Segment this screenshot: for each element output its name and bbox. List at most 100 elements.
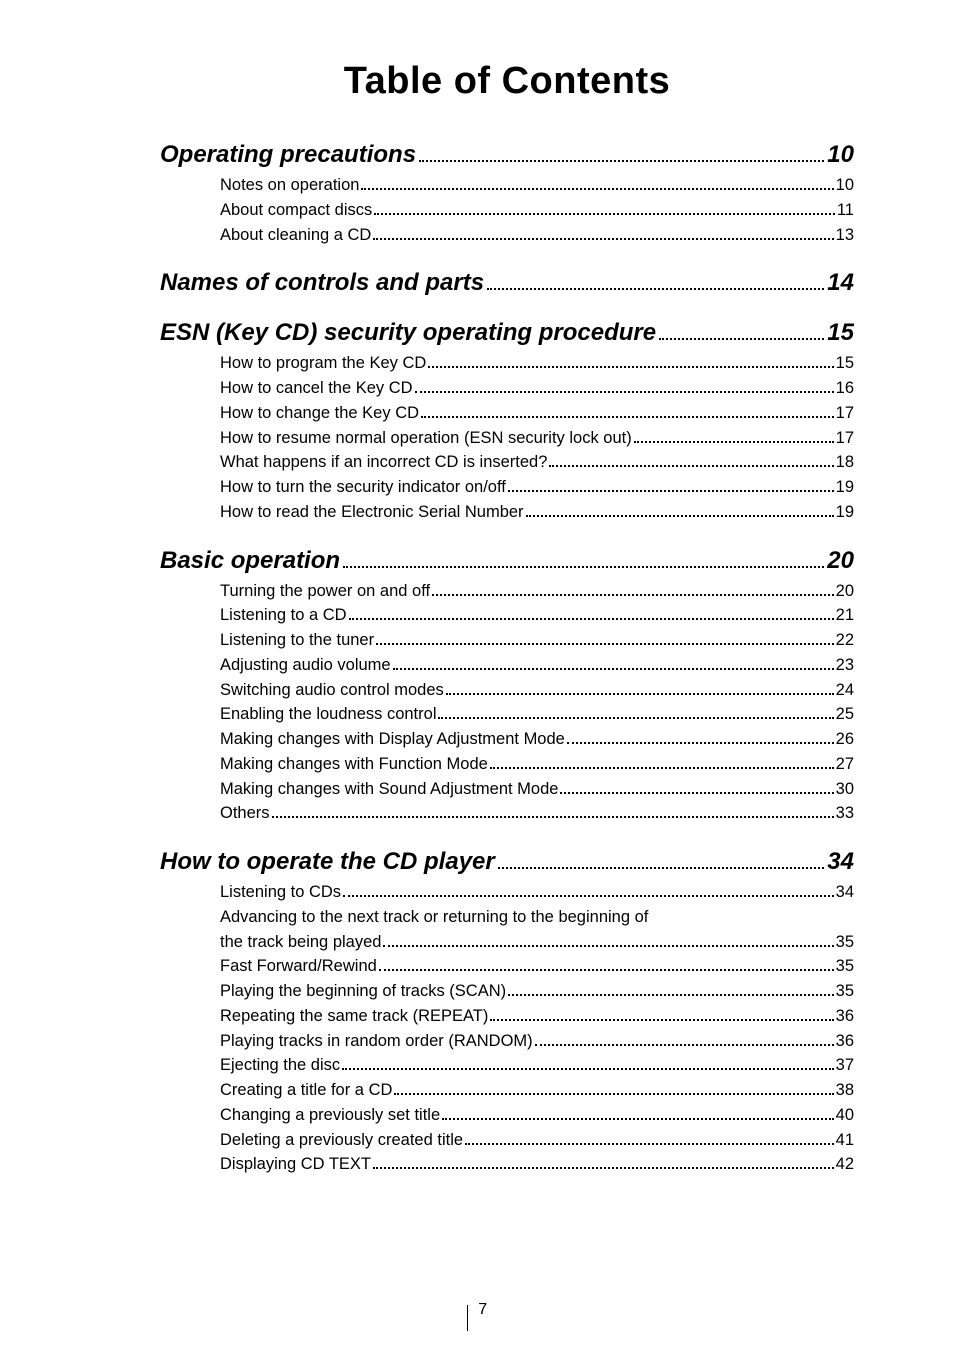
- leader-dots: [342, 1068, 833, 1070]
- toc-section-title: Operating precautions10: [160, 141, 854, 169]
- toc-entry: How to read the Electronic Serial Number…: [220, 500, 854, 525]
- toc-entry: Deleting a previously created title41: [220, 1128, 854, 1153]
- leader-dots: [438, 717, 833, 719]
- toc-entry-label: About cleaning a CD: [220, 223, 371, 248]
- toc-entry: Listening to a CD 21: [220, 603, 854, 628]
- leader-dots: [490, 767, 834, 769]
- toc-entry-page: 25: [836, 702, 854, 727]
- toc-entry-label: Making changes with Display Adjustment M…: [220, 727, 565, 752]
- page-title: Table of Contents: [160, 60, 854, 103]
- toc-entry-page: 10: [836, 173, 854, 198]
- toc-section-title: Names of controls and parts 14: [160, 269, 854, 297]
- toc-entry-page: 13: [836, 223, 854, 248]
- toc-entry-label: Ejecting the disc: [220, 1053, 340, 1078]
- toc-entry: Notes on operation 10: [220, 173, 854, 198]
- toc-entry-page: 42: [836, 1152, 854, 1177]
- toc-entry-label: the track being played: [220, 930, 381, 955]
- leader-dots: [361, 188, 833, 190]
- toc-entry: About cleaning a CD 13: [220, 223, 854, 248]
- toc-entry-label: Notes on operation: [220, 173, 359, 198]
- toc-entry-label: About compact discs: [220, 198, 372, 223]
- leader-dots: [373, 1167, 834, 1169]
- toc-section-title: ESN (Key CD) security operating procedur…: [160, 319, 854, 347]
- leader-dots: [432, 594, 834, 596]
- toc-entry: Advancing to the next track or returning…: [220, 905, 854, 930]
- toc-entry-page: 19: [836, 500, 854, 525]
- toc-entry-page: 16: [836, 376, 854, 401]
- toc-entry: How to program the Key CD15: [220, 351, 854, 376]
- toc-entry: Switching audio control modes 24: [220, 678, 854, 703]
- toc-entry-label: Switching audio control modes: [220, 678, 444, 703]
- leader-dots: [419, 160, 824, 162]
- toc-entry-label: Making changes with Function Mode: [220, 752, 488, 777]
- toc-entries: Listening to CDs34Advancing to the next …: [160, 880, 854, 1177]
- toc-page: Table of Contents Operating precautions1…: [0, 0, 954, 1355]
- toc-entry-page: 30: [836, 777, 854, 802]
- page-number: 7: [478, 1301, 487, 1318]
- toc-entry: Turning the power on and off 20: [220, 579, 854, 604]
- leader-dots: [374, 213, 835, 215]
- toc-entry: About compact discs 11: [220, 198, 854, 223]
- toc-entry-page: 15: [836, 351, 854, 376]
- leader-dots: [343, 566, 824, 568]
- toc-entry: Listening to the tuner22: [220, 628, 854, 653]
- toc-entry-label: Listening to a CD: [220, 603, 347, 628]
- toc-entry-page: 11: [837, 198, 854, 223]
- toc-entry-label: Listening to the tuner: [220, 628, 374, 653]
- toc-entry: Fast Forward/Rewind35: [220, 954, 854, 979]
- toc-entry: Displaying CD TEXT 42: [220, 1152, 854, 1177]
- toc-entry-label: Creating a title for a CD: [220, 1078, 392, 1103]
- toc-section-page: 15: [827, 319, 854, 347]
- toc-entry-label: Changing a previously set title: [220, 1103, 440, 1128]
- toc-entry-page: 26: [836, 727, 854, 752]
- leader-dots: [446, 693, 834, 695]
- toc-entry-page: 35: [836, 930, 854, 955]
- toc-entry-page: 21: [836, 603, 854, 628]
- toc-section-label: How to operate the CD player: [160, 848, 495, 876]
- toc-section-page: 20: [827, 547, 854, 575]
- leader-dots: [393, 668, 834, 670]
- leader-dots: [373, 238, 833, 240]
- leader-dots: [508, 490, 834, 492]
- toc-entry-label: Turning the power on and off: [220, 579, 430, 604]
- toc-entry: Repeating the same track (REPEAT)36: [220, 1004, 854, 1029]
- toc-entry: Playing the beginning of tracks (SCAN)35: [220, 979, 854, 1004]
- toc-section-page: 34: [827, 848, 854, 876]
- leader-dots: [379, 969, 834, 971]
- toc-entry: What happens if an incorrect CD is inser…: [220, 450, 854, 475]
- leader-dots: [508, 994, 834, 996]
- toc-entry: Enabling the loudness control 25: [220, 702, 854, 727]
- leader-dots: [634, 441, 834, 443]
- toc-entry-label: How to read the Electronic Serial Number: [220, 500, 524, 525]
- toc-entry-label: Enabling the loudness control: [220, 702, 436, 727]
- toc-entry-label: Deleting a previously created title: [220, 1128, 463, 1153]
- toc-entry-label: How to change the Key CD: [220, 401, 419, 426]
- toc-entry-page: 19: [836, 475, 854, 500]
- toc-entry-page: 20: [836, 579, 854, 604]
- toc-entry-label: How to resume normal operation (ESN secu…: [220, 426, 632, 451]
- toc-entry: How to change the Key CD17: [220, 401, 854, 426]
- toc-entry-page: 35: [836, 979, 854, 1004]
- toc-section-label: Names of controls and parts: [160, 269, 484, 297]
- footer-bar: [467, 1305, 469, 1331]
- leader-dots: [349, 618, 834, 620]
- toc-entry-page: 27: [836, 752, 854, 777]
- toc-section-label: Operating precautions: [160, 141, 416, 169]
- leader-dots: [465, 1143, 834, 1145]
- toc-entry-page: 40: [836, 1103, 854, 1128]
- toc-entry-label: Playing tracks in random order (RANDOM): [220, 1029, 533, 1054]
- toc-entry: the track being played 35: [220, 930, 854, 955]
- toc-section-page: 14: [827, 269, 854, 297]
- toc-entry: Playing tracks in random order (RANDOM)3…: [220, 1029, 854, 1054]
- toc-entry: Making changes with Function Mode 27: [220, 752, 854, 777]
- toc-entry-page: 34: [836, 880, 854, 905]
- toc-entry-label: What happens if an incorrect CD is inser…: [220, 450, 547, 475]
- leader-dots: [442, 1118, 834, 1120]
- toc-entry-label: How to turn the security indicator on/of…: [220, 475, 506, 500]
- toc-entry-page: 24: [836, 678, 854, 703]
- toc-section-title: Basic operation20: [160, 547, 854, 575]
- toc-entry-label: Displaying CD TEXT: [220, 1152, 371, 1177]
- toc-body: Operating precautions10Notes on operatio…: [160, 141, 854, 1177]
- leader-dots: [535, 1044, 834, 1046]
- toc-entry: Creating a title for a CD38: [220, 1078, 854, 1103]
